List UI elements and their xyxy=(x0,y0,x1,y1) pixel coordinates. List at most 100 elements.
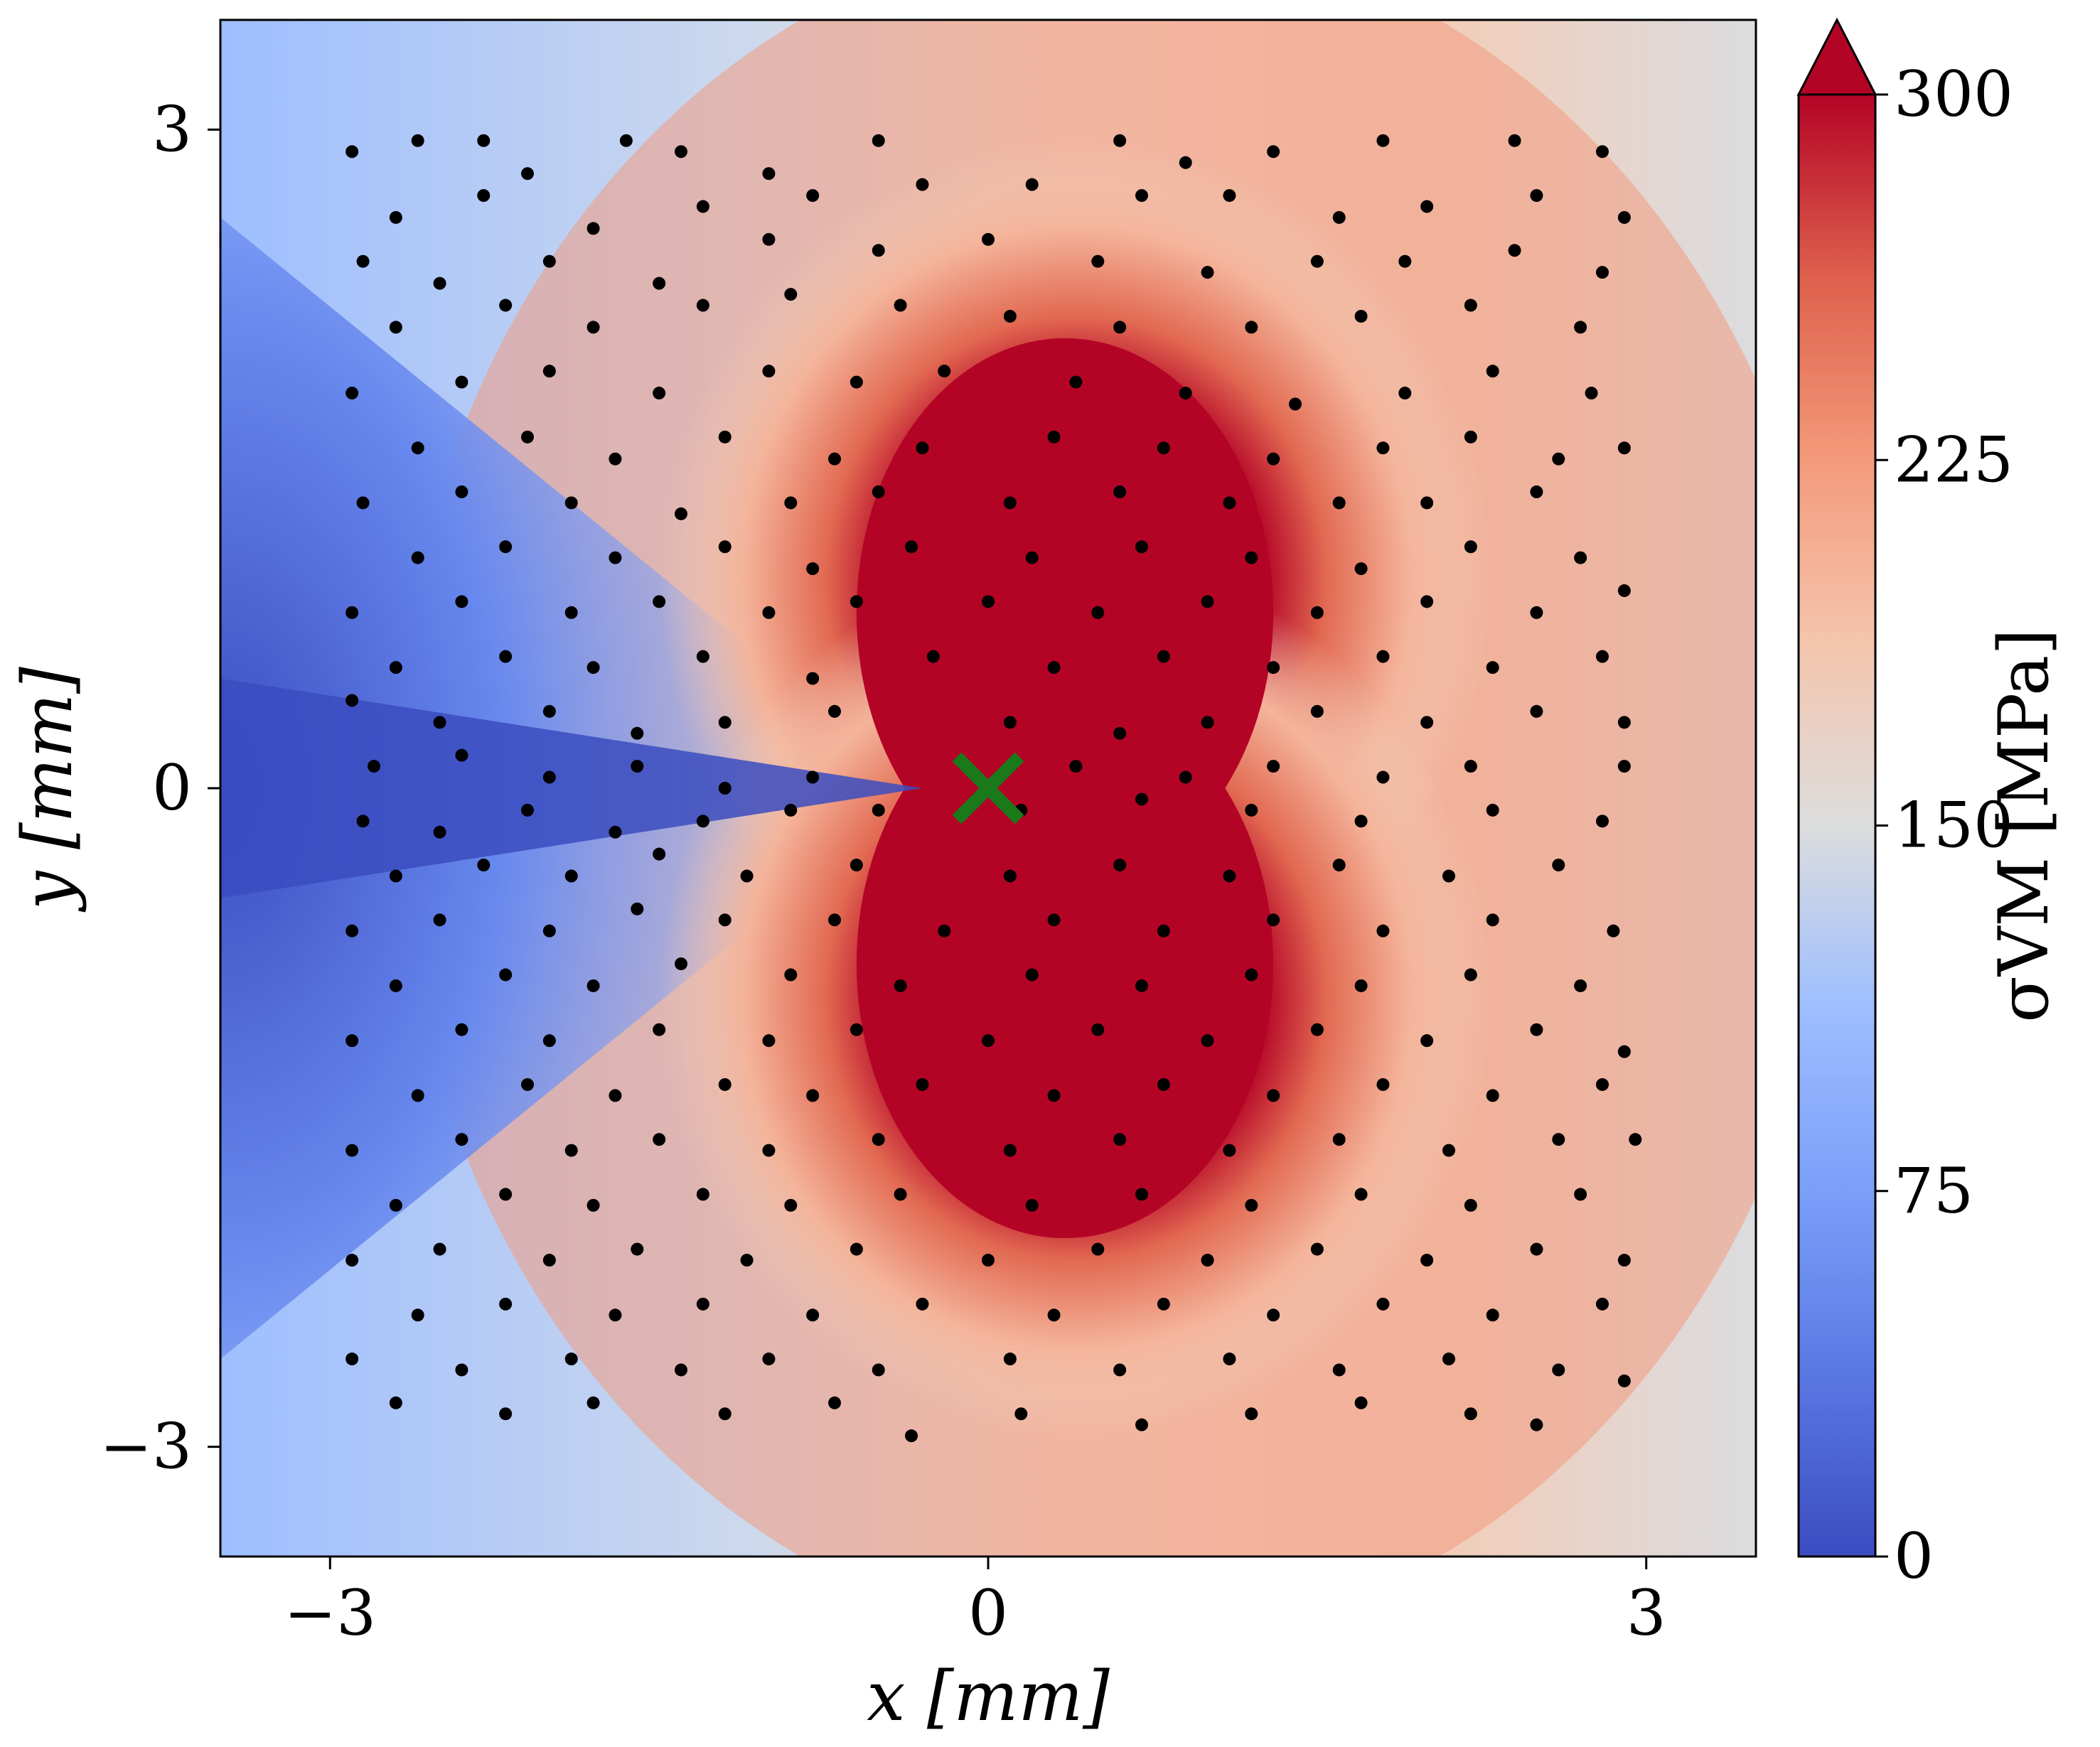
scatter-point xyxy=(356,815,370,828)
scatter-point xyxy=(1574,1188,1587,1201)
scatter-point xyxy=(1157,1077,1170,1091)
scatter-point xyxy=(1003,1353,1017,1366)
scatter-point xyxy=(916,441,929,455)
scatter-point xyxy=(564,1144,578,1157)
scatter-point xyxy=(345,1254,359,1267)
scatter-point xyxy=(1574,321,1587,334)
scatter-point xyxy=(433,1242,446,1256)
colorbar-ticks: 0 75 150 225 300 xyxy=(1875,58,2013,1593)
scatter-point xyxy=(653,1023,666,1036)
scatter-point xyxy=(521,1077,534,1091)
scatter-point xyxy=(1376,770,1390,784)
scatter-point xyxy=(675,957,687,971)
scatter-point xyxy=(1530,606,1543,619)
scatter-point xyxy=(916,1077,929,1091)
scatter-point xyxy=(1025,968,1039,982)
scatter-point xyxy=(806,1089,820,1102)
scatter-point xyxy=(1014,1407,1028,1421)
scatter-point xyxy=(631,760,644,773)
scatter-point xyxy=(850,1023,863,1036)
scatter-point xyxy=(499,540,513,554)
scatter-point xyxy=(1332,1133,1346,1146)
scatter-point xyxy=(1201,716,1214,729)
scatter-point xyxy=(1179,770,1192,784)
scatter-point xyxy=(631,726,644,740)
high-stress-core-lower xyxy=(856,689,1274,1239)
scatter-point xyxy=(1223,1353,1236,1366)
scatter-point xyxy=(1113,1363,1127,1377)
scatter-point xyxy=(718,782,732,795)
scatter-point xyxy=(1376,441,1390,455)
scatter-point xyxy=(345,1144,359,1157)
scatter-point xyxy=(1003,309,1017,323)
scatter-point xyxy=(1464,430,1477,444)
scatter-point xyxy=(586,661,600,674)
scatter-point xyxy=(1530,1418,1543,1431)
scatter-point xyxy=(1113,134,1127,147)
x-axis: −3 0 3 xyxy=(284,1557,1666,1650)
colorbar-tick-label: 225 xyxy=(1894,423,2013,496)
plot-area xyxy=(220,20,1756,1557)
scatter-point xyxy=(1420,595,1434,608)
scatter-point xyxy=(850,859,863,872)
scatter-point xyxy=(1530,1023,1543,1036)
scatter-point xyxy=(718,540,732,554)
x-axis-label: x [mm] xyxy=(867,1657,1110,1736)
scatter-point xyxy=(1179,156,1192,169)
scatter-point xyxy=(1289,397,1302,411)
scatter-point xyxy=(1091,254,1105,268)
scatter-point xyxy=(1376,650,1390,663)
scatter-point xyxy=(1267,145,1280,158)
scatter-point xyxy=(1486,1308,1499,1322)
scatter-point xyxy=(1530,485,1543,499)
scatter-point xyxy=(762,365,776,378)
scatter-point xyxy=(1135,1418,1148,1431)
scatter-point xyxy=(894,979,907,992)
scatter-point xyxy=(1003,716,1017,729)
scatter-point xyxy=(1398,387,1412,400)
scatter-point xyxy=(806,189,820,203)
scatter-point xyxy=(389,869,402,883)
scatter-point xyxy=(564,1353,578,1366)
scatter-point xyxy=(345,694,359,707)
scatter-point xyxy=(389,661,402,674)
scatter-point xyxy=(1135,792,1148,806)
scatter-point xyxy=(1267,913,1280,927)
scatter-point xyxy=(872,1363,885,1377)
scatter-point xyxy=(1442,1353,1455,1366)
scatter-point xyxy=(1267,1308,1280,1322)
scatter-point xyxy=(718,913,732,927)
scatter-point xyxy=(1486,1089,1499,1102)
scatter-point xyxy=(1047,430,1061,444)
scatter-points xyxy=(345,134,1642,1443)
scatter-point xyxy=(1267,760,1280,773)
scatter-point xyxy=(345,1353,359,1366)
x-tick-label: 3 xyxy=(1627,1576,1666,1650)
scatter-point xyxy=(1398,254,1412,268)
scatter-point xyxy=(455,595,468,608)
scatter-point xyxy=(1332,859,1346,872)
scatter-point xyxy=(1464,1407,1477,1421)
scatter-point xyxy=(696,815,709,828)
scatter-point xyxy=(762,1034,776,1048)
scatter-point xyxy=(982,595,995,608)
scatter-point xyxy=(1135,1188,1148,1201)
scatter-point xyxy=(1486,661,1499,674)
scatter-point xyxy=(1223,1144,1236,1157)
scatter-point xyxy=(345,1034,359,1048)
scatter-point xyxy=(1223,496,1236,510)
scatter-point xyxy=(477,134,491,147)
scatter-point xyxy=(916,1297,929,1311)
scatter-point xyxy=(389,1396,402,1409)
scatter-point xyxy=(477,859,491,872)
scatter-point xyxy=(926,650,940,663)
scatter-point xyxy=(433,276,446,290)
scatter-point xyxy=(1201,595,1214,608)
scatter-point xyxy=(564,496,578,510)
scatter-point xyxy=(455,485,468,499)
scatter-point xyxy=(806,1308,820,1322)
scatter-point xyxy=(1157,1297,1170,1311)
scatter-point xyxy=(345,606,359,619)
colorbar: 0 75 150 225 300 σVM [MPa] xyxy=(1796,17,2064,1593)
scatter-point xyxy=(696,650,709,663)
